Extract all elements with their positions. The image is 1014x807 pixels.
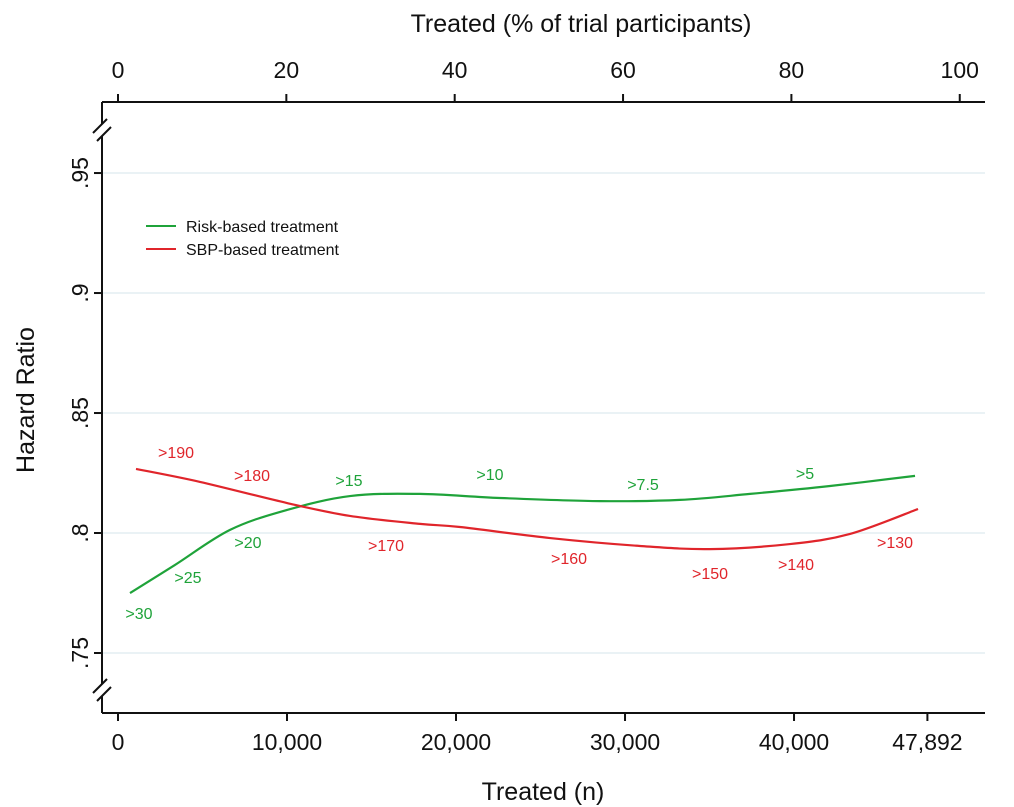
axis-break [96, 126, 112, 142]
x-tick-label: 20,000 [421, 729, 491, 755]
annotation: >25 [174, 570, 201, 587]
y-tick-label: .8 [67, 523, 93, 542]
annotation: >190 [158, 445, 194, 462]
axis-break [92, 678, 108, 694]
series-line [135, 467, 919, 551]
y-tick-label: .75 [67, 637, 93, 669]
annotation: >20 [234, 535, 261, 552]
annotation: >180 [234, 468, 270, 485]
annotation: >7.5 [627, 477, 659, 494]
y-tick-label: .9 [67, 283, 93, 302]
series-line [129, 474, 916, 594]
top-tick-label: 80 [779, 57, 805, 83]
y-tick-label: .95 [67, 157, 93, 189]
axis-break-gap [96, 684, 108, 696]
top-axis-title: Treated (% of trial participants) [411, 10, 752, 38]
y-axis-title: Hazard Ratio [12, 327, 40, 473]
top-tick-label: 0 [112, 57, 125, 83]
annotation: >150 [692, 566, 728, 583]
x-axis-title: Treated (n) [482, 778, 605, 806]
axis-break [92, 118, 108, 134]
annotation: >130 [877, 535, 913, 552]
annotation: >140 [778, 557, 814, 574]
annotation: >15 [335, 473, 362, 490]
top-tick-label: 40 [442, 57, 468, 83]
x-tick-label: 40,000 [759, 729, 829, 755]
annotation: >30 [125, 606, 152, 623]
x-tick-label: 10,000 [252, 729, 322, 755]
annotation: >160 [551, 551, 587, 568]
axis-break [96, 686, 112, 702]
legend-label: SBP-based treatment [186, 242, 340, 259]
annotation: >10 [476, 467, 503, 484]
top-tick-label: 20 [274, 57, 300, 83]
top-tick-label: 100 [941, 57, 979, 83]
top-tick-label: 60 [610, 57, 636, 83]
annotation: >170 [368, 538, 404, 555]
x-tick-label: 30,000 [590, 729, 660, 755]
axis-break-gap [96, 124, 108, 136]
annotation: >5 [796, 466, 814, 483]
y-tick-label: .85 [67, 397, 93, 429]
x-tick-label: 0 [112, 729, 125, 755]
x-tick-label: 47,892 [892, 729, 962, 755]
legend-label: Risk-based treatment [186, 219, 339, 236]
